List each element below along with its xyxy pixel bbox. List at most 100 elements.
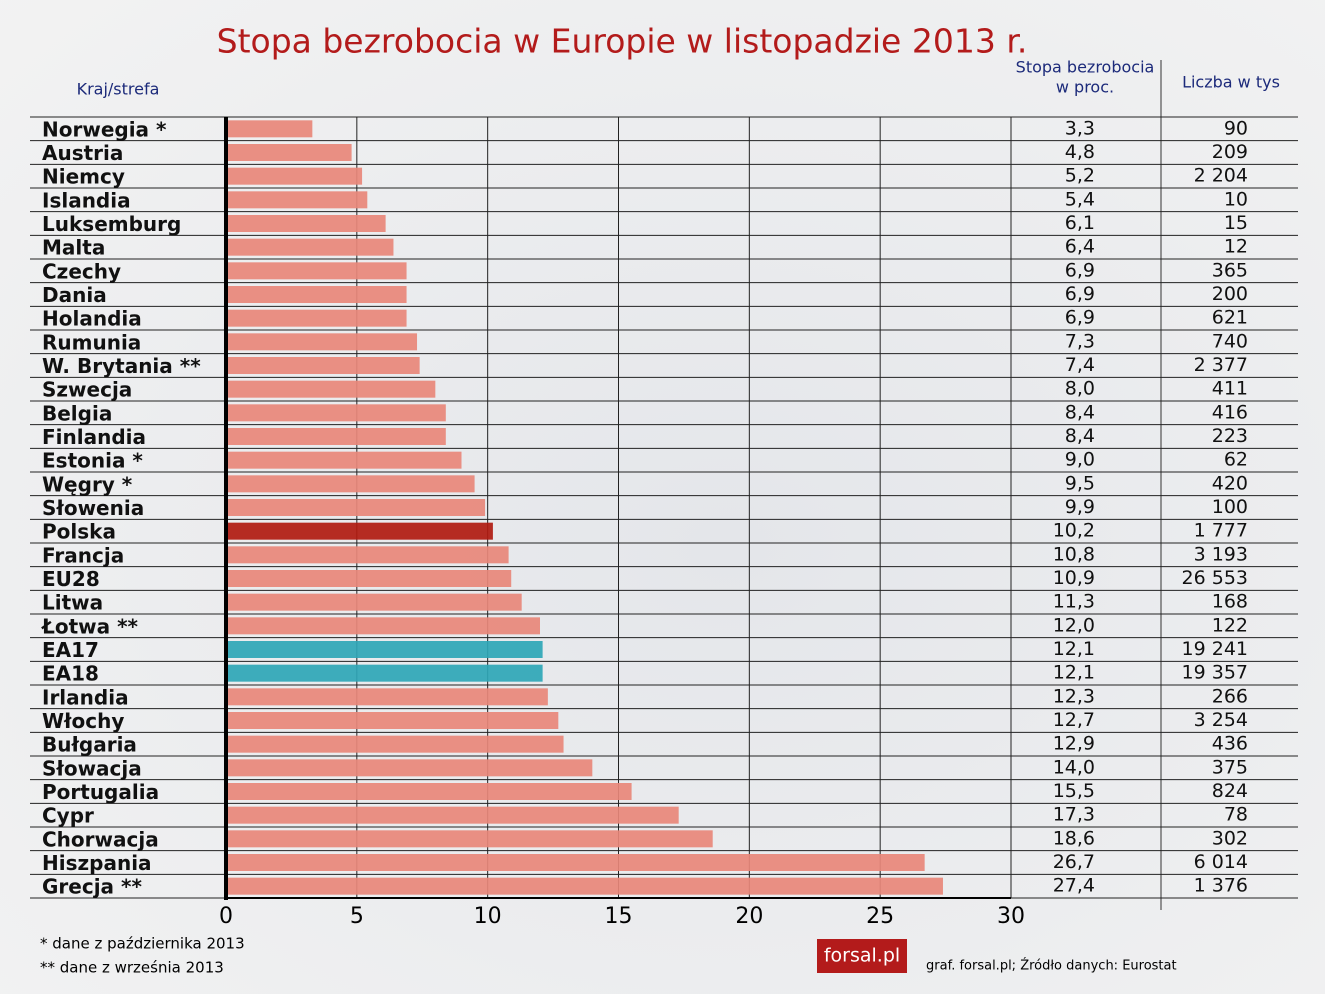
category-label: Niemcy: [42, 165, 125, 189]
count-label: 78: [1224, 804, 1248, 826]
value-label: 5,4: [1065, 188, 1095, 210]
bar: [226, 238, 394, 256]
bar: [226, 877, 943, 895]
x-tick-label: 0: [219, 904, 233, 929]
bar: [226, 759, 593, 777]
value-label: 18,6: [1053, 827, 1095, 849]
count-label: 223: [1212, 425, 1248, 447]
bar: [226, 357, 420, 374]
count-label: 26 553: [1182, 567, 1248, 589]
value-label: 9,0: [1065, 449, 1095, 471]
bar: [226, 191, 368, 209]
category-label: Cypr: [42, 804, 94, 828]
count-label: 416: [1212, 401, 1248, 423]
category-label: Litwa: [42, 591, 103, 615]
category-label: Łotwa **: [41, 614, 139, 638]
category-label: Słowacja: [42, 756, 142, 780]
count-label: 411: [1212, 378, 1248, 400]
category-label: Luksemburg: [42, 212, 181, 236]
category-label: Holandia: [42, 307, 142, 331]
value-label: 10,2: [1053, 520, 1095, 542]
bar: [226, 617, 540, 635]
bar: [226, 688, 548, 706]
logo-box: [817, 939, 907, 973]
x-tick-label: 5: [350, 904, 364, 929]
count-label: 1 777: [1194, 520, 1248, 542]
count-label: 62: [1224, 449, 1248, 471]
value-label: 6,9: [1065, 283, 1095, 305]
bar: [226, 783, 632, 800]
category-label: W. Brytania **: [42, 354, 201, 378]
count-label: 365: [1212, 259, 1248, 281]
value-label: 12,7: [1053, 709, 1095, 731]
category-label: Grecja **: [42, 875, 142, 899]
bar: [226, 664, 543, 682]
bar: [226, 593, 522, 611]
bar: [226, 380, 436, 398]
category-label: Finlandia: [42, 425, 146, 449]
value-label: 5,2: [1065, 165, 1095, 187]
category-label: Malta: [42, 236, 105, 260]
category-label: Portugalia: [42, 780, 159, 804]
value-label: 6,9: [1065, 307, 1095, 329]
footnote: * dane z października 2013: [40, 935, 245, 953]
value-label: 27,4: [1053, 875, 1095, 897]
count-label: 302: [1212, 827, 1248, 849]
value-label: 6,9: [1065, 259, 1095, 281]
count-label: 15: [1224, 212, 1248, 234]
category-label: Islandia: [42, 188, 131, 212]
category-label: Irlandia: [42, 685, 129, 709]
value-label: 12,1: [1053, 638, 1095, 660]
count-label: 168: [1212, 591, 1248, 613]
value-label: 7,4: [1065, 354, 1095, 376]
bar: [226, 262, 407, 280]
x-tick-label: 15: [605, 904, 633, 929]
category-label: Włochy: [42, 709, 124, 733]
x-tick-label: 10: [474, 904, 502, 929]
x-tick-label: 25: [866, 904, 894, 929]
category-label: Czechy: [42, 259, 121, 283]
bar: [226, 309, 407, 327]
value-label: 6,4: [1065, 236, 1095, 258]
x-tick-label: 30: [997, 904, 1025, 929]
bar: [226, 451, 462, 469]
count-label: 436: [1212, 733, 1248, 755]
category-label: Hiszpania: [42, 851, 152, 875]
value-label: 12,0: [1053, 614, 1095, 636]
category-label: Szwecja: [42, 378, 132, 402]
count-label: 209: [1212, 141, 1248, 163]
count-label: 100: [1212, 496, 1248, 518]
category-label: Austria: [42, 141, 123, 165]
bar: [226, 167, 363, 185]
count-label: 6 014: [1194, 851, 1248, 873]
bar: [226, 641, 543, 658]
value-label: 14,0: [1053, 756, 1095, 778]
value-label: 15,5: [1053, 780, 1095, 802]
bar: [226, 144, 352, 161]
count-label: 200: [1212, 283, 1248, 305]
category-label: EA17: [42, 638, 99, 662]
category-label: Chorwacja: [42, 827, 159, 851]
bar: [226, 404, 446, 422]
category-label: Dania: [42, 283, 107, 307]
count-label: 19 241: [1182, 638, 1248, 660]
count-label: 375: [1212, 756, 1248, 778]
value-label: 3,3: [1065, 117, 1095, 139]
category-label: EU28: [42, 567, 100, 591]
count-label: 824: [1212, 780, 1248, 802]
bar: [226, 735, 564, 753]
value-label: 12,9: [1053, 733, 1095, 755]
bar: [226, 806, 679, 824]
count-label: 420: [1212, 472, 1248, 494]
count-label: 12: [1224, 236, 1248, 258]
count-label: 740: [1212, 330, 1248, 352]
count-label: 3 254: [1194, 709, 1248, 731]
bar: [226, 286, 407, 303]
chart-title: Stopa bezrobocia w Europie w listopadzie…: [217, 22, 1028, 61]
value-label: 9,5: [1065, 472, 1095, 494]
count-label: 2 204: [1194, 165, 1248, 187]
count-label: 266: [1212, 685, 1248, 707]
value-label: 4,8: [1065, 141, 1095, 163]
